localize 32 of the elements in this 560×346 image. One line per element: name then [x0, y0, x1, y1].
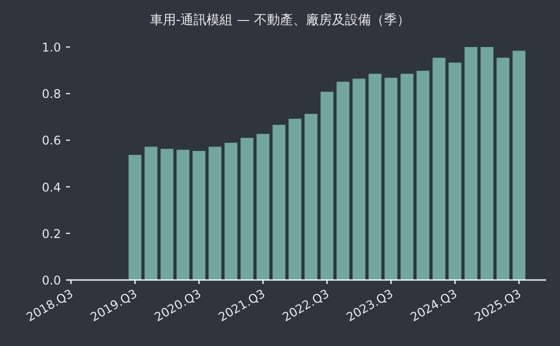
- y-tick-label: 0.6: [42, 134, 61, 148]
- bar: [224, 142, 238, 280]
- bar: [416, 70, 430, 280]
- bar: [240, 138, 254, 280]
- bar: [288, 118, 302, 280]
- bar: [480, 47, 494, 280]
- chart-title: 車用-通訊模組 — 不動產、廠房及設備（季）: [150, 12, 410, 28]
- bar: [304, 114, 318, 280]
- bar: [192, 150, 206, 280]
- y-tick-label: 0.8: [42, 87, 61, 102]
- bar: [160, 148, 174, 280]
- bar: [144, 146, 158, 280]
- bar: [352, 78, 366, 280]
- bar: [448, 62, 462, 280]
- bar: [464, 47, 478, 280]
- bar: [496, 58, 510, 280]
- bar: [128, 154, 142, 280]
- bar: [400, 74, 414, 280]
- bar: [176, 150, 190, 280]
- bar: [384, 78, 398, 280]
- bar: [320, 92, 334, 280]
- y-tick-label: 1.0: [42, 40, 61, 54]
- bar: [256, 134, 270, 280]
- bar: [336, 82, 350, 280]
- y-tick-label: 0.2: [42, 226, 61, 241]
- bar: [432, 58, 446, 280]
- bar: [272, 124, 286, 280]
- bar: [208, 146, 222, 280]
- bar: [368, 74, 382, 280]
- y-tick-label: 0.4: [42, 180, 61, 194]
- y-tick-label: 0.0: [42, 274, 61, 288]
- bar: [512, 50, 526, 280]
